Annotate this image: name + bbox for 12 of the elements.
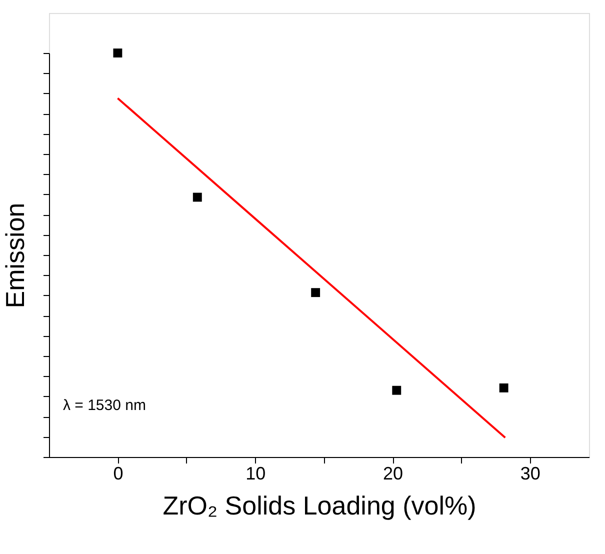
point [392,386,402,395]
x-axis-title: ZrO₂ Solids Loading (vol%) [162,490,476,520]
point [499,383,508,392]
point [192,192,202,202]
x-tick-label: 20 [382,464,404,484]
x-tick-label: 30 [520,464,540,484]
annotation: λ = 1530 nm [63,397,146,414]
x-tick-label: 0 [113,464,124,484]
point [113,48,122,58]
point [311,288,320,298]
y-axis-title: Emission [0,202,30,308]
x-tick-label: 10 [246,464,266,484]
